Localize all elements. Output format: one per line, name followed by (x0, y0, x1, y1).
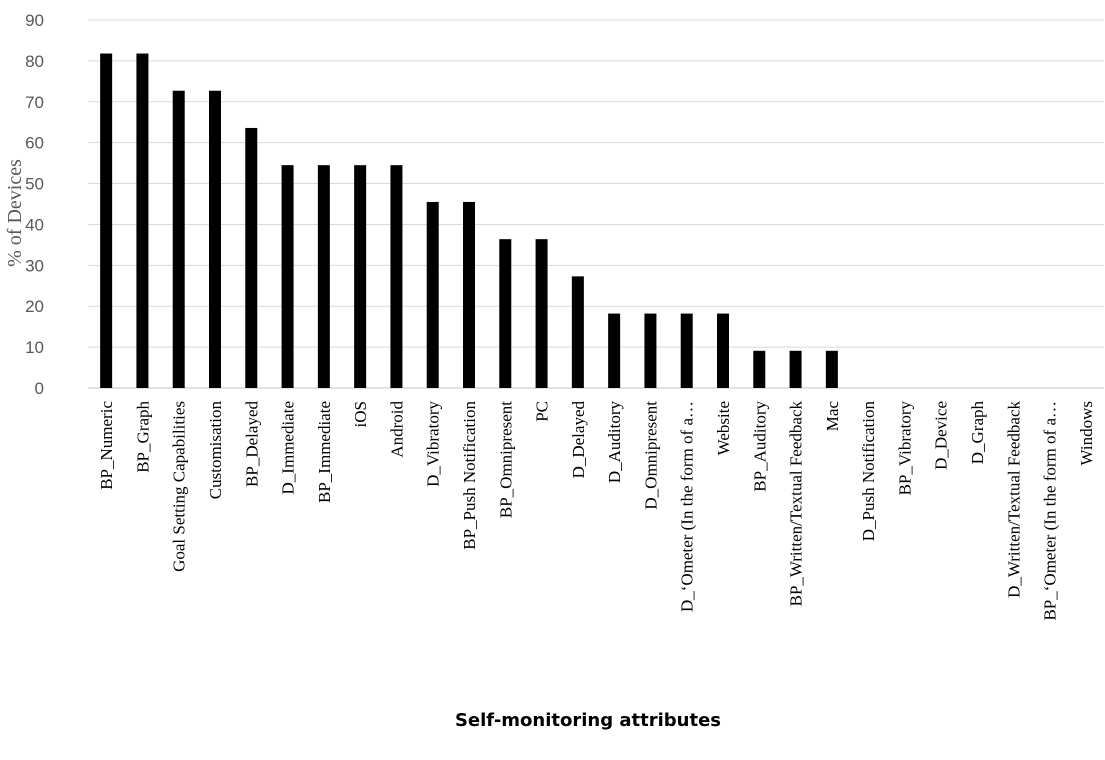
bar (100, 53, 113, 388)
x-tick-label: PC (533, 401, 552, 422)
y-tick-label: 50 (25, 175, 44, 194)
x-tick-label: D_Immediate (279, 401, 298, 494)
x-tick-label: BP_Push Notification (460, 401, 479, 550)
y-tick-label: 80 (25, 52, 44, 71)
x-tick-label: BP_Delayed (242, 401, 261, 487)
x-tick-label: D_Omnipresent (641, 401, 660, 510)
y-tick-label: 0 (35, 379, 44, 398)
x-tick-label: BP_Graph (133, 401, 152, 473)
gridlines (88, 19, 1104, 389)
bar (136, 53, 149, 388)
x-tick-label: D_Auditory (605, 401, 624, 484)
x-tick-label: Goal Setting Capabilities (170, 401, 189, 572)
bar (571, 276, 584, 388)
x-tick-label: BP_Immediate (315, 401, 334, 503)
bar (426, 201, 439, 388)
x-tick-label: BP_Vibratory (895, 401, 914, 496)
bar (789, 350, 802, 388)
x-tick-label: D_Push Notification (859, 401, 878, 542)
y-tick-labels: 0 10 20 30 40 50 60 70 80 90 (25, 11, 44, 398)
x-tick-label: iOS (351, 401, 370, 427)
bar (209, 90, 221, 388)
x-tick-label: BP_Numeric (97, 401, 116, 490)
bar (463, 201, 475, 388)
bar (245, 127, 258, 389)
x-tick-label: BP_‘Ometer (In the form of a… (1041, 401, 1060, 621)
bar (608, 313, 621, 388)
bar (680, 313, 693, 388)
y-tick-label: 10 (25, 338, 44, 357)
bar (390, 165, 403, 388)
bar (644, 313, 657, 388)
bar (281, 165, 294, 388)
bar (717, 313, 729, 388)
bar (753, 350, 766, 388)
bars (100, 53, 838, 389)
x-tick-label: D_‘Ometer (In the form of a… (678, 401, 697, 612)
x-tick-label: D_Delayed (569, 401, 588, 479)
bar (172, 90, 185, 388)
y-tick-label: 60 (25, 134, 44, 153)
x-tick-label: D_Written/Textual Feedback (1004, 401, 1023, 598)
x-tick-label: Website (714, 401, 733, 455)
x-tick-label: D_Device (932, 401, 951, 470)
y-axis-label: % of Devices (4, 159, 26, 267)
x-tick-label: Customisation (206, 401, 225, 500)
bar (535, 239, 548, 388)
x-tick-label: BP_Auditory (750, 401, 769, 492)
x-tick-label: BP_Omnipresent (496, 401, 515, 518)
x-tick-label: Windows (1077, 401, 1096, 465)
y-tick-label: 90 (25, 11, 44, 30)
bar (317, 165, 330, 388)
x-tick-label: BP_Written/Textual Feedback (787, 401, 806, 607)
y-tick-label: 70 (25, 93, 44, 112)
bar (825, 350, 838, 388)
x-tick-labels: BP_Numeric BP_Graph Goal Setting Capabilit… (97, 401, 1096, 621)
bar (499, 239, 512, 388)
y-tick-label: 40 (25, 215, 44, 234)
x-tick-label: Mac (823, 401, 842, 432)
x-tick-label: D_Graph (968, 401, 987, 465)
x-tick-label: Android (387, 401, 406, 458)
x-axis-label: Self-monitoring attributes (455, 710, 721, 731)
x-tick-label: D_Vibratory (424, 401, 443, 487)
y-tick-label: 30 (25, 256, 44, 275)
bar (354, 165, 367, 388)
y-tick-label: 20 (25, 297, 44, 316)
